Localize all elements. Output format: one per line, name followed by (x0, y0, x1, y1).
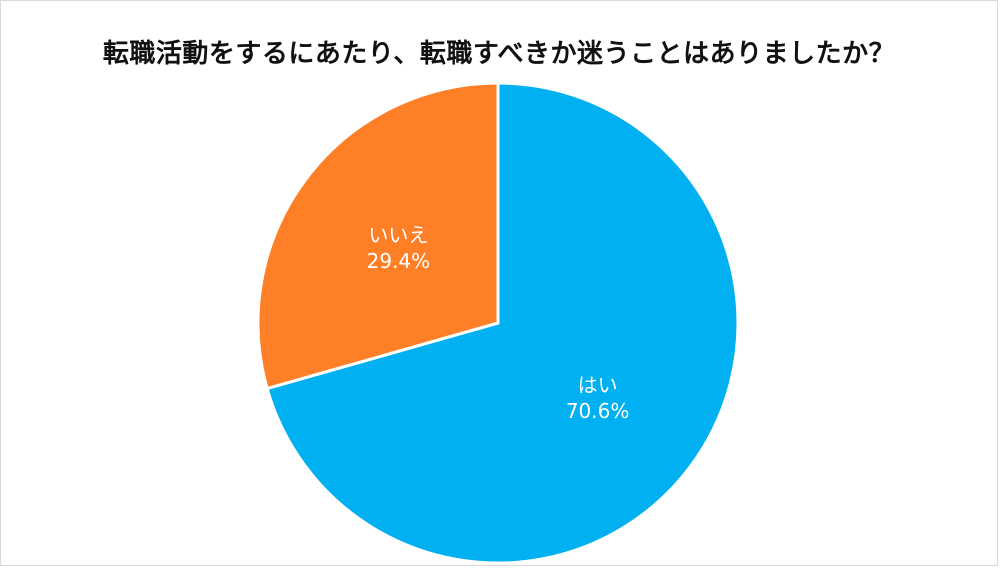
pie-slice-yes (265, 81, 740, 565)
slice-value-no: 29.4% (367, 249, 431, 273)
chart-title: 転職活動をするにあたり、転職すべきか迷うことはありましたか？ (102, 39, 896, 69)
slice-label-no: いいえ (368, 223, 428, 247)
slice-value-yes: 70.6% (566, 399, 630, 423)
slice-label-yes: はい (578, 373, 618, 397)
pie-slice-no (256, 81, 500, 391)
